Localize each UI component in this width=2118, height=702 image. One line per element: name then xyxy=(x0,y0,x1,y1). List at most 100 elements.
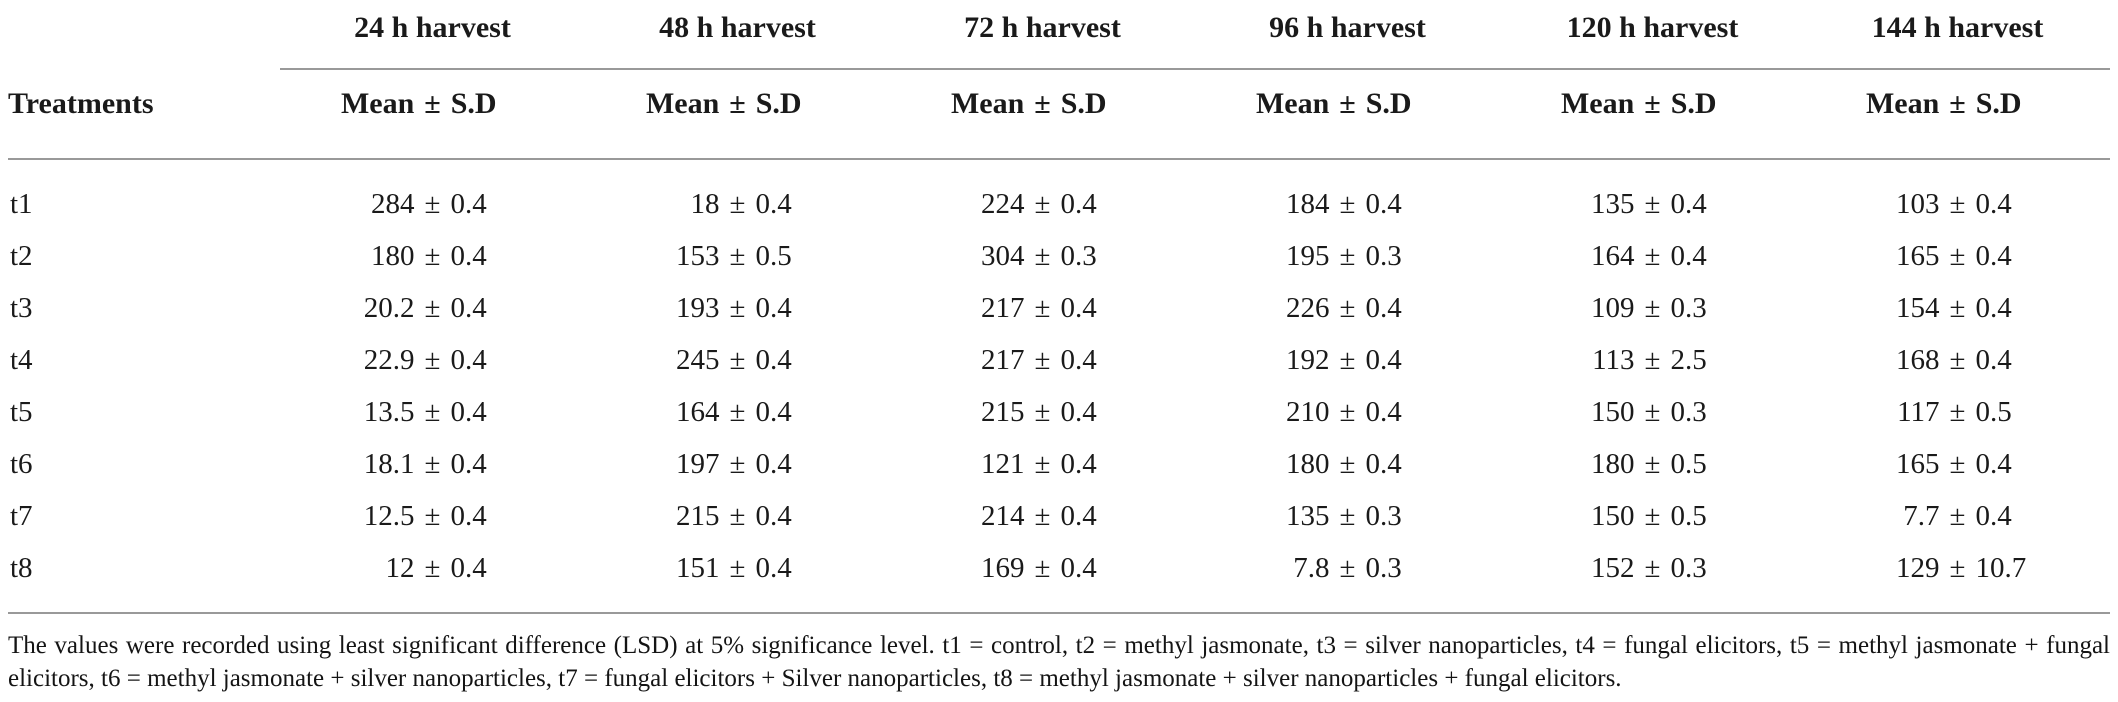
sd-value: 0.3 xyxy=(1670,396,1707,428)
mean-value: 20.2 xyxy=(363,292,415,324)
sd-value: 0.4 xyxy=(450,552,487,584)
mean-sd-value: 169 ± 0.4 xyxy=(890,551,1195,585)
mean-value: 215 xyxy=(676,500,720,532)
plus-minus-sign: ± xyxy=(1339,292,1356,324)
mean-value: 304 xyxy=(981,240,1025,272)
mean-sd-value: 215 ± 0.4 xyxy=(890,395,1195,429)
sd-value: 0.4 xyxy=(755,448,792,480)
mean-sd-value: 245 ± 0.4 xyxy=(585,343,890,377)
value-cell: 135 ± 0.4 xyxy=(1500,159,1805,230)
mean-value: 192 xyxy=(1286,344,1330,376)
mean-sd-value: 215 ± 0.4 xyxy=(585,499,890,533)
plus-minus-sign: ± xyxy=(1339,87,1356,120)
sd-value: 0.4 xyxy=(1060,500,1097,532)
mean-sd-header-value: Mean ± S.D xyxy=(1500,86,1805,122)
sd-value: 0.3 xyxy=(1670,552,1707,584)
mean-value: 184 xyxy=(1286,188,1330,220)
mean-value: 165 xyxy=(1896,240,1940,272)
plus-minus-sign: ± xyxy=(1644,188,1661,220)
treatments-column-header: Treatments xyxy=(8,69,280,160)
mean-sd-value: 135 ± 0.4 xyxy=(1500,187,1805,221)
plus-minus-sign: ± xyxy=(1644,344,1661,376)
mean-sd-value: 117 ± 0.5 xyxy=(1805,395,2110,429)
plus-minus-sign: ± xyxy=(729,292,746,324)
plus-minus-sign: ± xyxy=(424,292,441,324)
mean-sd-value: 154 ± 0.4 xyxy=(1805,291,2110,325)
plus-minus-sign: ± xyxy=(729,552,746,584)
mean-value: 12.5 xyxy=(363,500,415,532)
blank-header-cell xyxy=(8,0,280,69)
mean-sd-header: Mean ± S.D xyxy=(280,69,585,160)
sd-value: 0.4 xyxy=(1060,344,1097,376)
sd-label: S.D xyxy=(1365,87,1412,120)
value-cell: 226 ± 0.4 xyxy=(1195,282,1500,334)
sd-value: 0.5 xyxy=(1670,500,1707,532)
sd-value: 0.4 xyxy=(450,240,487,272)
mean-value: 113 xyxy=(1592,344,1635,376)
value-cell: 224 ± 0.4 xyxy=(890,159,1195,230)
value-cell: 304 ± 0.3 xyxy=(890,230,1195,282)
sd-value: 0.3 xyxy=(1365,552,1402,584)
plus-minus-sign: ± xyxy=(1949,552,1966,584)
mean-value: 13.5 xyxy=(363,396,415,428)
mean-value: 18 xyxy=(690,188,720,220)
sd-label: S.D xyxy=(1975,87,2022,120)
mean-sd-header: Mean ± S.D xyxy=(1195,69,1500,160)
table-row: t7 12.5 ± 0.4 215 ± 0.4 214 ± 0.4 135 ± … xyxy=(8,490,2110,542)
plus-minus-sign: ± xyxy=(424,344,441,376)
value-cell: 165 ± 0.4 xyxy=(1805,438,2110,490)
mean-value: 121 xyxy=(981,448,1025,480)
sd-value: 0.4 xyxy=(1365,344,1402,376)
value-cell: 20.2 ± 0.4 xyxy=(280,282,585,334)
mean-sd-value: 12.5 ± 0.4 xyxy=(280,499,585,533)
value-cell: 215 ± 0.4 xyxy=(890,386,1195,438)
plus-minus-sign: ± xyxy=(1949,292,1966,324)
sd-value: 0.4 xyxy=(1060,188,1097,220)
plus-minus-sign: ± xyxy=(1034,292,1051,324)
plus-minus-sign: ± xyxy=(424,552,441,584)
sd-value: 0.4 xyxy=(1975,240,2012,272)
plus-minus-sign: ± xyxy=(1949,87,1966,120)
sd-label: S.D xyxy=(755,87,802,120)
mean-value: 210 xyxy=(1286,396,1330,428)
mean-sd-value: 152 ± 0.3 xyxy=(1500,551,1805,585)
mean-value: 109 xyxy=(1591,292,1635,324)
mean-value: 169 xyxy=(981,552,1025,584)
value-cell: 197 ± 0.4 xyxy=(585,438,890,490)
mean-sd-value: 180 ± 0.4 xyxy=(280,239,585,273)
sd-label: S.D xyxy=(1060,87,1107,120)
harvest-header-120h: 120 h harvest xyxy=(1500,0,1805,70)
mean-sd-value: 180 ± 0.5 xyxy=(1500,447,1805,481)
treatment-label: t5 xyxy=(10,396,33,428)
value-cell: 153 ± 0.5 xyxy=(585,230,890,282)
sd-value: 0.4 xyxy=(1670,240,1707,272)
plus-minus-sign: ± xyxy=(729,500,746,532)
mean-sd-header: Mean ± S.D xyxy=(890,69,1195,160)
value-cell: 245 ± 0.4 xyxy=(585,334,890,386)
value-cell: 129 ± 10.7 xyxy=(1805,542,2110,614)
value-cell: 164 ± 0.4 xyxy=(585,386,890,438)
value-cell: 217 ± 0.4 xyxy=(890,282,1195,334)
sd-label: S.D xyxy=(1670,87,1717,120)
mean-sd-value: 18 ± 0.4 xyxy=(585,187,890,221)
sd-value: 0.4 xyxy=(1060,552,1097,584)
value-cell: 12 ± 0.4 xyxy=(280,542,585,614)
sd-value: 10.7 xyxy=(1975,552,2027,584)
plus-minus-sign: ± xyxy=(1339,500,1356,532)
mean-sd-value: 150 ± 0.3 xyxy=(1500,395,1805,429)
table-footnote: The values were recorded using least sig… xyxy=(8,632,2110,692)
plus-minus-sign: ± xyxy=(424,188,441,220)
sd-value: 0.5 xyxy=(1975,396,2012,428)
plus-minus-sign: ± xyxy=(424,396,441,428)
treatment-label: t2 xyxy=(10,240,33,272)
mean-value: 226 xyxy=(1286,292,1330,324)
value-cell: 7.7 ± 0.4 xyxy=(1805,490,2110,542)
mean-label: Mean xyxy=(645,87,720,120)
mean-label: Mean xyxy=(1560,87,1635,120)
mean-sd-value: 151 ± 0.4 xyxy=(585,551,890,585)
sd-value: 0.4 xyxy=(450,500,487,532)
plus-minus-sign: ± xyxy=(1339,396,1356,428)
plus-minus-sign: ± xyxy=(1644,500,1661,532)
plus-minus-sign: ± xyxy=(729,396,746,428)
mean-value: 135 xyxy=(1286,500,1330,532)
